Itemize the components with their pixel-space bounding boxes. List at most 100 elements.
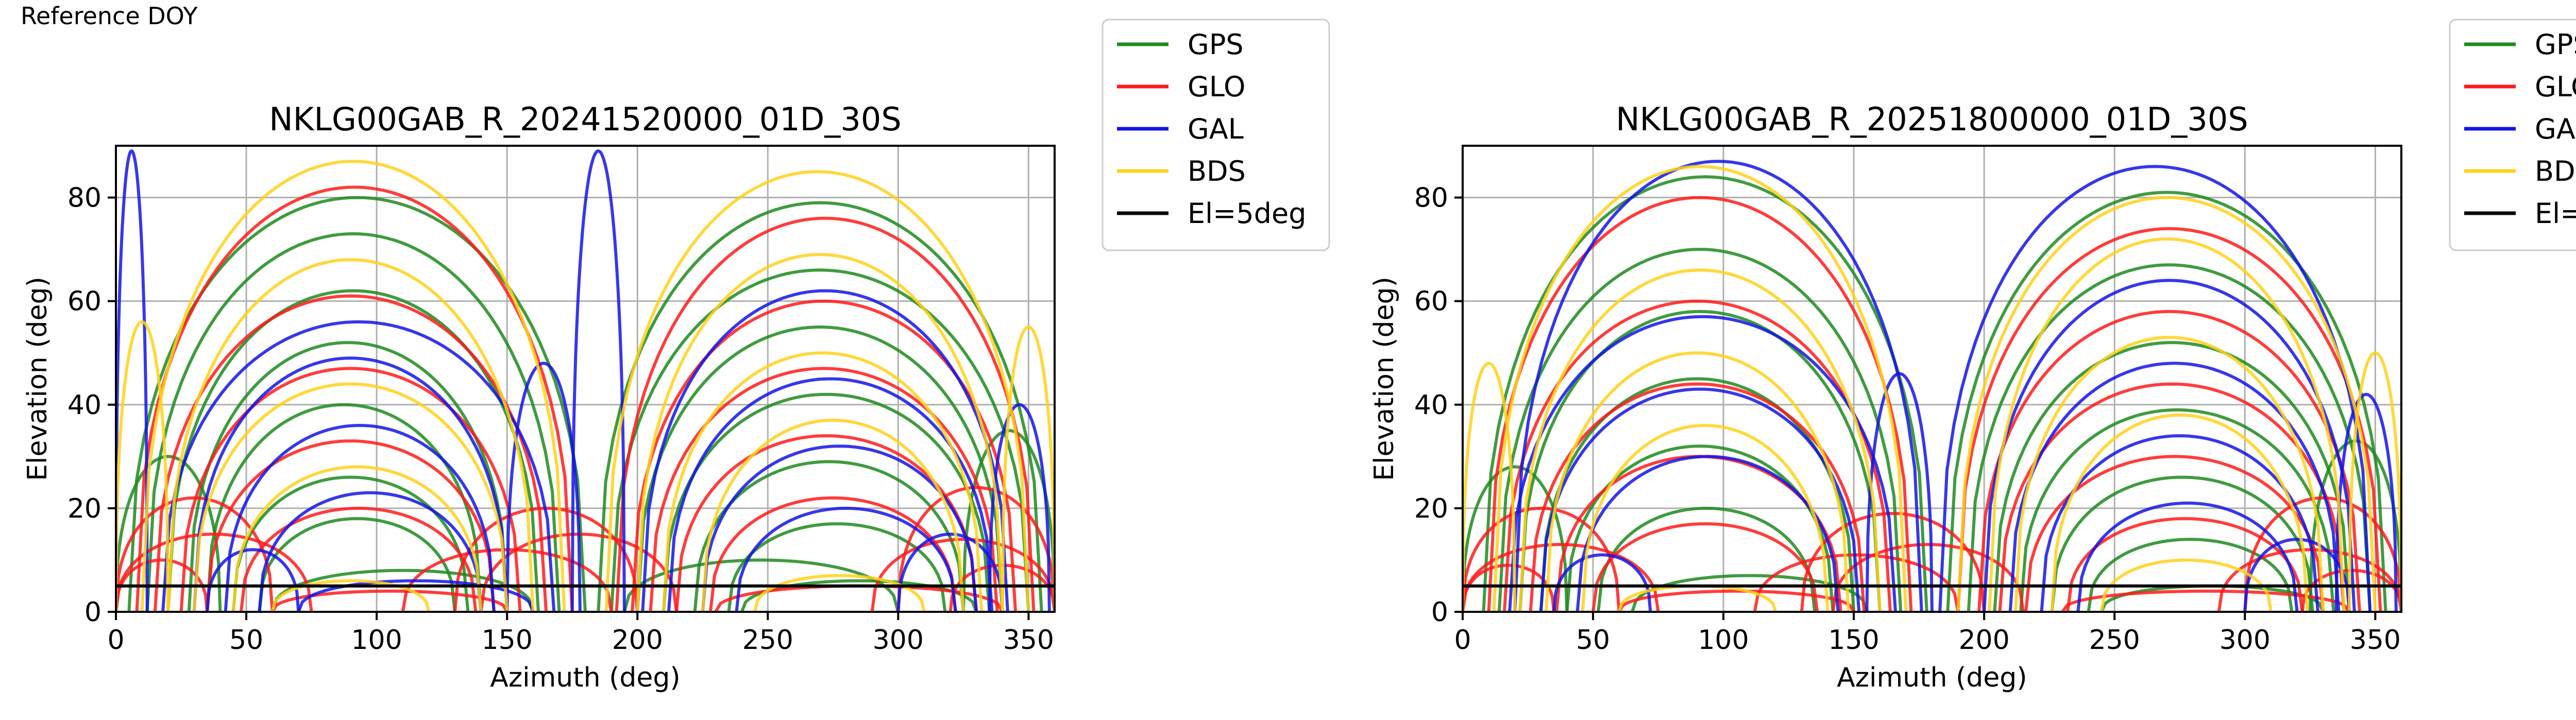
satellite-track bbox=[258, 491, 483, 612]
satellite-track bbox=[2040, 434, 2319, 612]
reference-doy-label: Reference DOY bbox=[21, 2, 198, 30]
satellite-track bbox=[1497, 248, 1903, 612]
series-bds bbox=[116, 160, 1055, 612]
x-tick-label: 250 bbox=[742, 625, 793, 656]
satellite-track bbox=[2347, 351, 2401, 612]
legend-entry-label: BDS bbox=[1188, 155, 1246, 187]
x-tick-label: 0 bbox=[1454, 625, 1471, 656]
satellite-track bbox=[297, 579, 535, 612]
y-tick-label: 0 bbox=[84, 597, 101, 628]
satellite-track bbox=[609, 268, 1030, 612]
series-gal bbox=[1508, 160, 2398, 612]
satellite-track bbox=[1487, 196, 1913, 612]
satellite-track bbox=[1463, 563, 1556, 612]
satellite-track bbox=[961, 429, 1055, 612]
plot-frame bbox=[115, 145, 1056, 613]
satellite-track bbox=[206, 439, 496, 612]
satellite-track bbox=[1938, 165, 2372, 612]
plot-area bbox=[1463, 160, 2401, 612]
satellite-track bbox=[1982, 279, 2356, 612]
satellite-track bbox=[1492, 165, 1908, 612]
satellite-track bbox=[192, 382, 509, 612]
x-tick-label: 300 bbox=[873, 625, 924, 656]
satellite-track bbox=[1865, 372, 1934, 612]
satellite-track bbox=[187, 341, 509, 612]
satellite-track bbox=[1998, 382, 2346, 612]
satellite-track bbox=[1518, 310, 1882, 612]
satellite-track bbox=[2014, 336, 2325, 612]
x-tick-label: 50 bbox=[229, 625, 263, 656]
x-tick-label: 200 bbox=[612, 625, 663, 656]
satellite-track bbox=[239, 506, 478, 612]
y-axis-label: Elevation (deg) bbox=[22, 277, 53, 481]
satellite-track bbox=[1967, 263, 2372, 612]
legend-entry-label: GLO bbox=[2535, 71, 2576, 103]
legend-entry-label: GLO bbox=[1188, 71, 1246, 103]
satellite-track bbox=[258, 517, 456, 612]
satellite-track bbox=[1800, 511, 1986, 612]
satellite-track bbox=[597, 201, 1043, 612]
satellite-track bbox=[675, 434, 978, 612]
satellite-track bbox=[2076, 501, 2299, 612]
legend-entry-label: GPS bbox=[1188, 28, 1244, 61]
satellite-track bbox=[1539, 387, 1861, 612]
satellite-track bbox=[179, 367, 522, 612]
satellite-track bbox=[166, 258, 535, 612]
satellite-track bbox=[116, 558, 209, 612]
satellite-track bbox=[1552, 553, 1652, 612]
y-tick-label: 60 bbox=[1414, 286, 1448, 317]
chart-title: NKLG00GAB_R_20251800000_01D_30S bbox=[1616, 100, 2248, 138]
chart-title: NKLG00GAB_R_20241520000_01D_30S bbox=[269, 100, 901, 138]
satellite-track bbox=[1988, 237, 2346, 612]
x-axis-label: Azimuth (deg) bbox=[490, 662, 680, 693]
plot-area bbox=[116, 149, 1055, 612]
x-tick-label: 300 bbox=[2219, 625, 2270, 656]
satellite-track bbox=[708, 496, 957, 612]
satellite-track bbox=[153, 294, 548, 612]
x-tick-label: 200 bbox=[1959, 625, 2010, 656]
satellite-track bbox=[1503, 299, 1892, 612]
satellite-track bbox=[1993, 341, 2351, 612]
satellite-track bbox=[161, 320, 556, 612]
satellite-track bbox=[116, 149, 149, 612]
satellite-track bbox=[1956, 227, 2382, 612]
y-tick-label: 80 bbox=[1414, 183, 1448, 214]
satellite-track bbox=[1463, 465, 1569, 612]
x-tick-label: 350 bbox=[2350, 625, 2401, 656]
chart-panel-2: 0 50 100 150 200 250 300 350 0 20 40 60 80 NKLG00GAB_… bbox=[1369, 19, 2576, 693]
satellite-track bbox=[1753, 553, 1960, 612]
series-gal bbox=[116, 149, 1051, 612]
satellite-track bbox=[896, 533, 1004, 612]
satellite-track bbox=[693, 460, 965, 612]
satellite-track bbox=[2243, 496, 2401, 612]
satellite-track bbox=[140, 160, 566, 612]
satellite-track bbox=[988, 403, 1051, 612]
satellite-track bbox=[1539, 377, 1856, 612]
satellite-track bbox=[701, 444, 978, 612]
satellite-track bbox=[505, 362, 582, 612]
satellite-track bbox=[636, 325, 1004, 612]
y-axis-label: Elevation (deg) bbox=[1369, 277, 1400, 481]
x-tick-label: 50 bbox=[1576, 625, 1610, 656]
x-tick-label: 0 bbox=[107, 625, 124, 656]
satellite-track bbox=[116, 455, 222, 612]
x-tick-label: 100 bbox=[1698, 625, 1749, 656]
satellite-track bbox=[2050, 475, 2314, 612]
satellite-track bbox=[2019, 408, 2335, 612]
satellite-track bbox=[1956, 196, 2377, 612]
satellite-track bbox=[701, 418, 965, 612]
satellite-track bbox=[1463, 362, 1517, 612]
satellite-track bbox=[231, 465, 483, 612]
satellite-track bbox=[1529, 382, 1866, 612]
y-tick-label: 40 bbox=[1414, 390, 1448, 421]
satellite-track bbox=[1545, 351, 1850, 612]
satellite-track bbox=[1581, 423, 1829, 612]
legend-entry-label: El=5deg bbox=[2535, 197, 2576, 230]
satellite-track bbox=[2243, 538, 2351, 612]
satellite-track bbox=[2100, 558, 2273, 612]
legend-box bbox=[2449, 19, 2576, 251]
satellite-track bbox=[641, 289, 1009, 612]
y-tick-label: 60 bbox=[67, 286, 101, 317]
y-tick-label: 0 bbox=[1431, 597, 1448, 628]
